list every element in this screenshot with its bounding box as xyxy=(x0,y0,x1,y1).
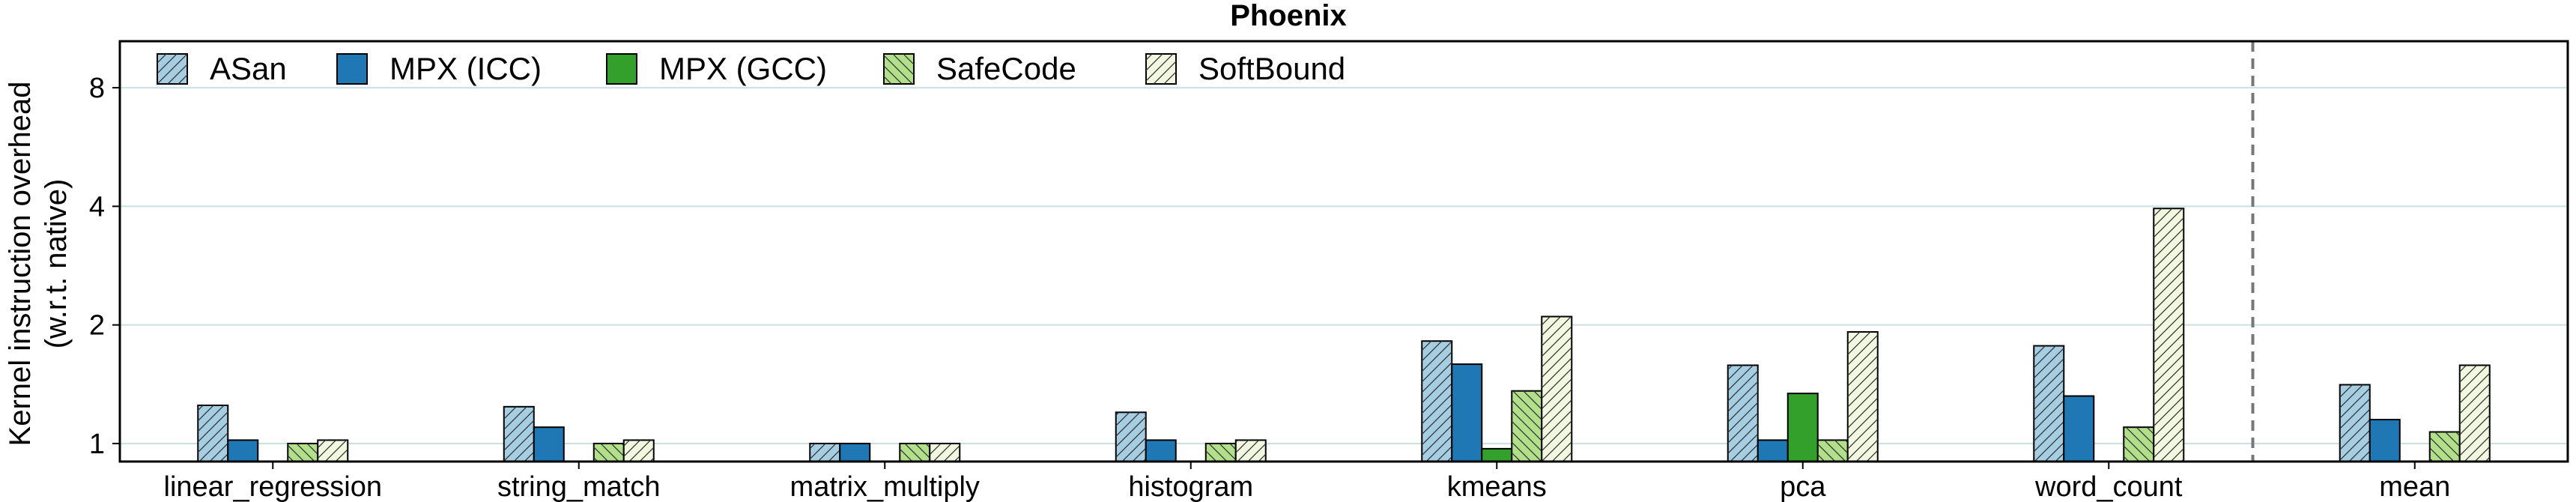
y-tick-label-8: 8 xyxy=(89,73,105,104)
x-tick-label-kmeans: kmeans xyxy=(1447,471,1547,502)
bar-hatch-softbound-mean xyxy=(2459,365,2490,462)
bar-hatch-asan-pca xyxy=(1727,365,1758,462)
x-tick-label-matrix_multiply: matrix_multiply xyxy=(790,471,980,502)
legend-label-mpx-gcc: MPX (GCC) xyxy=(659,51,827,86)
bar-mpx-icc-kmeans xyxy=(1451,363,1483,462)
bar-hatch-softbound-pca xyxy=(1847,331,1878,462)
y-tick-label-1: 1 xyxy=(89,429,105,460)
bar-hatch-safecode-string_match xyxy=(593,443,624,462)
x-tick-label-word_count: word_count xyxy=(2034,471,2183,502)
bar-hatch-softbound-kmeans xyxy=(1542,316,1572,462)
legend-hatch-softbound xyxy=(1146,54,1176,84)
legend-hatch-safecode xyxy=(884,54,914,84)
bar-mpx-icc-word_count xyxy=(2063,395,2095,462)
legend: ASan MPX (ICC) MPX (GCC) SafeCode SoftBound xyxy=(157,51,1345,86)
bar-hatch-softbound-word_count xyxy=(2154,208,2184,462)
bar-mpx-icc-histogram xyxy=(1145,439,1177,462)
bar-mpx-icc-mean xyxy=(2369,419,2401,463)
chart-title: Phoenix xyxy=(1230,0,1347,32)
bar-hatch-softbound-string_match xyxy=(623,440,654,462)
bar-hatch-safecode-matrix_multiply xyxy=(900,443,930,462)
bar-hatch-safecode-histogram xyxy=(1205,443,1236,462)
bar-hatch-asan-mean xyxy=(2339,384,2370,462)
y-tick-label-2: 2 xyxy=(89,310,105,342)
bar-hatch-asan-linear_regression xyxy=(198,405,228,462)
legend-swatch-mpx-icc xyxy=(336,53,368,85)
bar-hatch-safecode-mean xyxy=(2429,432,2460,462)
x-tick-label-pca: pca xyxy=(1780,471,1826,502)
bar-hatch-softbound-histogram xyxy=(1235,440,1266,462)
legend-label-softbound: SoftBound xyxy=(1198,51,1345,86)
legend-label-safecode: SafeCode xyxy=(936,51,1076,86)
legend-swatch-mpx-gcc xyxy=(606,53,637,85)
axes: 1 2 4 8 linear_regression string_match matrix_… xyxy=(89,40,2569,502)
bar-hatch-asan-histogram xyxy=(1115,412,1146,462)
x-tick-label-string_match: string_match xyxy=(497,471,661,502)
bar-hatch-asan-matrix_multiply xyxy=(810,443,840,462)
y-tick-label-4: 4 xyxy=(89,191,105,223)
bar-hatch-safecode-pca xyxy=(1817,440,1848,462)
legend-label-mpx-icc: MPX (ICC) xyxy=(390,51,542,86)
x-tick-label-linear_regression: linear_regression xyxy=(164,471,383,502)
bar-mpx-icc-linear_regression xyxy=(227,439,259,462)
bar-mpx-gcc-pca xyxy=(1786,393,1819,463)
bar-hatch-asan-string_match xyxy=(503,406,534,462)
bar-hatch-safecode-word_count xyxy=(2124,427,2154,462)
bar-hatch-asan-kmeans xyxy=(1422,341,1452,462)
legend-hatch-asan xyxy=(157,54,187,84)
bar-hatch-softbound-linear_regression xyxy=(318,440,348,462)
y-axis-label-line2: (w.r.t. native) xyxy=(40,179,73,349)
bar-hatch-asan-word_count xyxy=(2034,345,2064,462)
bar-mpx-icc-matrix_multiply xyxy=(839,442,871,462)
x-tick-label-histogram: histogram xyxy=(1128,471,1253,502)
bars xyxy=(197,208,2491,463)
legend-label-asan: ASan xyxy=(210,51,287,86)
bar-mpx-gcc-kmeans xyxy=(1481,447,1513,463)
grid-lines xyxy=(120,87,2568,444)
x-tick-label-mean: mean xyxy=(2379,471,2450,502)
bar-hatch-softbound-matrix_multiply xyxy=(930,443,960,462)
bar-mpx-icc-string_match xyxy=(533,426,565,463)
bar-hatch-safecode-kmeans xyxy=(1512,390,1542,462)
bar-mpx-icc-pca xyxy=(1757,439,1789,462)
bar-hatch-safecode-linear_regression xyxy=(288,443,318,462)
y-axis-label-line1: Kernel instruction overhead xyxy=(4,82,37,447)
plot-frame xyxy=(118,40,2569,463)
